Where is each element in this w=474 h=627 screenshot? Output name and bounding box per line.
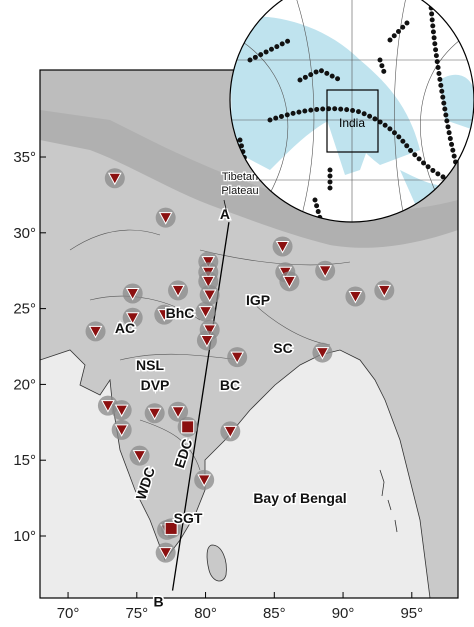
y-tick-label: 20°	[13, 376, 36, 393]
station	[147, 407, 162, 421]
annotation-leader	[223, 199, 229, 219]
station	[282, 275, 297, 289]
region-label: Bay of Bengal	[253, 490, 346, 506]
station	[158, 212, 173, 225]
borders	[69, 229, 351, 471]
profile-label: A	[220, 206, 230, 222]
x-tick-label: 75°	[125, 605, 148, 622]
station	[201, 275, 216, 289]
x-tick-label: 90°	[332, 605, 355, 622]
y-tick-label: 15°	[13, 452, 36, 469]
site	[164, 521, 178, 535]
seismic-events	[237, 0, 474, 221]
annotation: Plateau	[221, 185, 258, 197]
station	[114, 424, 129, 437]
inset-box	[326, 89, 379, 153]
station	[230, 351, 245, 365]
x-tick-label: 70°	[57, 605, 80, 622]
globe-content	[230, 0, 474, 222]
region-label: IGP	[246, 292, 270, 308]
station	[88, 325, 103, 339]
y-tick-label: 30°	[13, 225, 36, 242]
inset-globe: India	[229, 0, 474, 223]
x-tick-label: 85°	[263, 605, 286, 622]
ocean	[40, 349, 431, 598]
profile-label: B	[153, 594, 163, 610]
globe-land-east	[400, 74, 474, 220]
station	[101, 400, 115, 413]
y-tick-label: 25°	[13, 301, 36, 318]
inset-label: India	[339, 116, 365, 130]
station	[202, 289, 217, 303]
globe-india	[327, 120, 378, 175]
x-tick-label: 95°	[400, 605, 423, 622]
station	[125, 312, 140, 325]
x-tick-label: 80°	[194, 605, 217, 622]
region-label: BC	[220, 377, 240, 393]
region-label: BhC	[166, 305, 195, 321]
station	[201, 256, 216, 269]
globe-outline	[229, 0, 474, 223]
station	[158, 547, 173, 560]
station	[171, 284, 185, 298]
station	[223, 425, 238, 439]
station	[275, 240, 290, 254]
station	[198, 306, 213, 319]
station	[377, 284, 392, 298]
region-label: AC	[115, 320, 135, 336]
region-label: NSL	[136, 357, 164, 373]
station	[315, 347, 330, 360]
graticule	[230, 0, 474, 222]
islands	[379, 469, 398, 533]
station	[348, 290, 363, 304]
region-label: DVP	[141, 377, 170, 393]
station	[157, 309, 172, 322]
y-tick-label: 10°	[13, 528, 36, 545]
station	[171, 406, 185, 419]
sri-lanka	[206, 544, 227, 582]
station	[197, 474, 212, 487]
markers	[85, 168, 395, 591]
region-label: SGT	[174, 510, 203, 526]
annotation: Tibetan	[222, 171, 258, 183]
station	[125, 287, 140, 301]
station	[132, 450, 147, 463]
station	[202, 324, 217, 337]
profile-line	[171, 222, 230, 591]
station	[318, 265, 333, 278]
site	[181, 420, 195, 434]
axes: 70° 75° 80° 85° 90° 95° 10° 15° 20° 25° 30° 35°	[13, 149, 423, 622]
station	[107, 172, 122, 186]
station	[114, 404, 129, 418]
y-tick-label: 35°	[13, 149, 36, 166]
region-label: SC	[273, 340, 292, 356]
station	[200, 334, 214, 348]
